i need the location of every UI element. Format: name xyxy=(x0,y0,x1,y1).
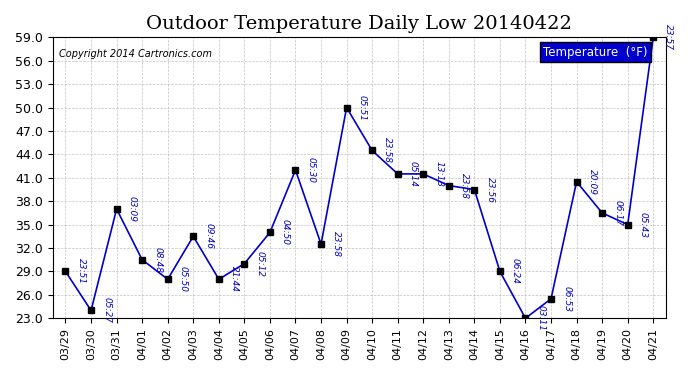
Text: 09:46: 09:46 xyxy=(204,224,213,249)
Text: 13:13: 13:13 xyxy=(435,161,444,187)
Text: 05:14: 05:14 xyxy=(408,161,418,187)
Text: 08:48: 08:48 xyxy=(153,247,162,273)
Text: 20:09: 20:09 xyxy=(588,169,597,195)
Text: 04:50: 04:50 xyxy=(281,219,290,245)
Text: 03:11: 03:11 xyxy=(537,305,546,331)
Text: 23:58: 23:58 xyxy=(383,138,392,164)
Text: 05:50: 05:50 xyxy=(179,266,188,292)
Text: Copyright 2014 Cartronics.com: Copyright 2014 Cartronics.com xyxy=(59,49,212,58)
Text: 05:43: 05:43 xyxy=(639,211,648,238)
Text: 05:51: 05:51 xyxy=(357,94,366,121)
Text: 05:12: 05:12 xyxy=(255,251,264,277)
Text: 05:27: 05:27 xyxy=(102,297,111,324)
Text: 03:09: 03:09 xyxy=(128,196,137,222)
Text: 21:44: 21:44 xyxy=(230,266,239,292)
Title: Outdoor Temperature Daily Low 20140422: Outdoor Temperature Daily Low 20140422 xyxy=(146,15,572,33)
Text: 05:30: 05:30 xyxy=(306,157,315,183)
Text: 23:58: 23:58 xyxy=(332,231,341,257)
Text: 23:58: 23:58 xyxy=(460,172,469,199)
Text: 23:51: 23:51 xyxy=(77,258,86,285)
Text: 06:53: 06:53 xyxy=(562,286,571,312)
Text: Temperature  (°F): Temperature (°F) xyxy=(543,46,648,59)
Text: 23:56: 23:56 xyxy=(486,177,495,203)
Text: 23:57: 23:57 xyxy=(664,24,673,50)
Text: 06:24: 06:24 xyxy=(511,258,520,285)
Text: 06:17: 06:17 xyxy=(613,200,622,226)
